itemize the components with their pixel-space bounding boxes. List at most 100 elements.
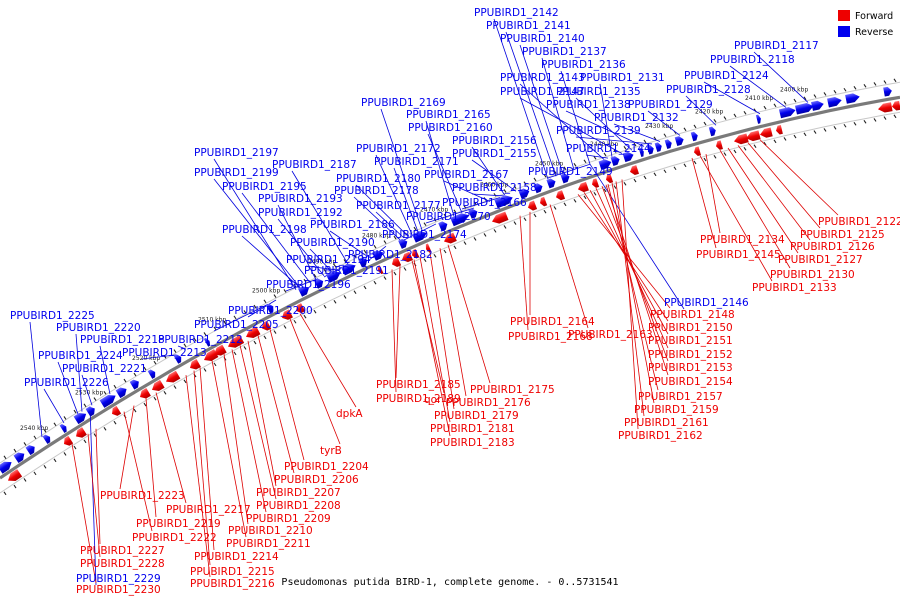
genome-title: Pseudomonas putida BIRD-1, complete geno…	[281, 577, 619, 588]
track-dash	[273, 294, 277, 298]
reverse-gene-label: PPUBIRD1_2166	[442, 197, 527, 209]
track-dash	[73, 445, 77, 450]
reverse-gene-label: PPUBIRD1_2196	[266, 279, 351, 291]
track-dash	[733, 113, 737, 118]
track-dash	[173, 349, 177, 353]
forward-gene-label: PPUBIRD1_2122	[818, 216, 900, 228]
forward-gene-label: PPUBIRD1_2151	[648, 335, 733, 347]
track-dash	[63, 452, 67, 456]
reverse-gene-arrow	[827, 97, 842, 108]
forward-gene-arrow	[425, 243, 432, 253]
leader-line	[145, 398, 157, 518]
forward-gene-label: PPUBIRD1_2130	[770, 269, 855, 281]
track-dash	[3, 491, 7, 496]
forward-gene-label: PPUBIRD1_2185	[376, 379, 461, 391]
leader-line	[585, 154, 609, 159]
track-dash	[373, 280, 377, 285]
forward-gene-label: dpkA	[336, 408, 363, 420]
track-dash	[213, 326, 217, 331]
track-dash	[533, 177, 537, 182]
leader-line	[375, 154, 413, 235]
track-dash	[303, 314, 307, 319]
leader-line	[493, 18, 549, 180]
forward-gene-label: PPUBIRD1_2133	[752, 282, 837, 294]
track-dash	[443, 249, 447, 254]
track-dash	[213, 362, 217, 367]
reverse-gene-label: PPUBIRD1_2155	[452, 148, 537, 160]
reverse-gene-label: PPUBIRD1_2171	[374, 156, 459, 168]
track-dash	[663, 169, 667, 174]
leader-line	[291, 170, 349, 265]
leader-line	[565, 110, 645, 147]
track-dash	[283, 289, 287, 293]
track-dash	[413, 226, 417, 231]
leader-line	[353, 196, 401, 241]
track-dash	[473, 201, 477, 205]
track-dash	[53, 458, 57, 463]
track-dash	[133, 408, 137, 413]
track-dash	[103, 427, 107, 431]
forward-gene-label: PPUBIRD1_2154	[648, 376, 733, 388]
forward-gene-arrow	[592, 178, 600, 188]
reverse-gene-label: PPUBIRD1_2191	[304, 265, 389, 277]
track-dash	[533, 213, 537, 218]
leader-line	[241, 192, 311, 283]
reverse-gene-label: PPUBIRD1_2177	[356, 200, 441, 212]
leader-line	[547, 163, 591, 179]
reverse-gene-arrow	[147, 369, 156, 379]
leader-line	[247, 299, 277, 318]
reverse-gene-label: PPUBIRD1_2167	[424, 169, 509, 181]
track-dash	[703, 121, 707, 126]
track-dash	[473, 237, 477, 241]
forward-strand-track	[0, 111, 900, 494]
leader-line	[393, 167, 419, 232]
forward-gene-label: PPUBIRD1_2157	[638, 391, 723, 403]
track-dash	[873, 118, 877, 122]
track-dash	[363, 249, 367, 254]
track-dash	[803, 96, 807, 101]
leader-line	[309, 248, 333, 273]
forward-gene-label: PPUBIRD1_2214	[194, 551, 279, 563]
track-dash	[893, 78, 897, 83]
leader-line	[519, 215, 529, 331]
forward-gene-arrow	[694, 146, 702, 156]
track-dash	[383, 240, 387, 244]
track-dash	[863, 120, 867, 124]
scale-tick-label: 2460 kbp	[480, 181, 508, 188]
reverse-gene-arrow	[115, 387, 127, 399]
track-dash	[163, 391, 167, 395]
forward-gene-arrow	[190, 359, 201, 370]
reverse-gene-arrow	[494, 195, 513, 209]
legend-swatch-forward	[838, 10, 850, 21]
reverse-gene-label: PPUBIRD1_2178	[334, 185, 419, 197]
track-dash	[583, 195, 587, 200]
forward-gene-arrow	[228, 335, 245, 348]
track-dash	[723, 116, 727, 120]
track-dash	[333, 299, 337, 304]
forward-gene-arrow	[377, 265, 384, 275]
track-dash	[833, 90, 837, 94]
reverse-gene-arrow	[326, 271, 341, 283]
leader-line	[81, 374, 93, 406]
forward-gene-arrow	[444, 232, 457, 244]
track-dash	[83, 439, 87, 444]
legend-label-forward: Forward	[855, 11, 893, 22]
track-dash	[543, 173, 547, 178]
track-dash	[633, 142, 637, 147]
forward-gene-arrow	[282, 309, 293, 320]
track-dash	[693, 124, 697, 129]
track-dash	[253, 304, 257, 309]
reverse-gene-label: PPUBIRD1_2186	[310, 219, 395, 231]
reverse-gene-arrow	[358, 257, 368, 268]
track-dash	[643, 175, 647, 180]
leader-line	[57, 361, 79, 415]
track-dash	[613, 185, 617, 189]
scale-tick-label: 2450 kbp	[535, 160, 563, 167]
forward-gene-arrow	[878, 102, 893, 113]
leader-line	[213, 303, 269, 332]
leader-line	[519, 97, 623, 154]
forward-gene-arrow	[716, 140, 723, 150]
reverse-gene-label: PPUBIRD1_2195	[222, 181, 307, 193]
reverse-gene-label: PPUBIRD1_2117	[734, 40, 819, 52]
leader-line	[560, 70, 591, 165]
